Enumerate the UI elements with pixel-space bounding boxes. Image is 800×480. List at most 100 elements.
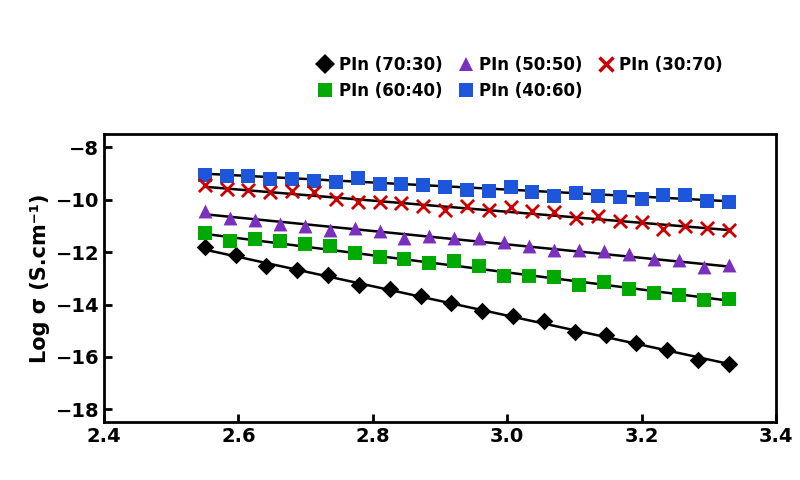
Point — [414, 293, 427, 300]
Point — [274, 220, 286, 228]
Point — [286, 188, 298, 195]
Point — [461, 186, 474, 193]
Point — [307, 189, 320, 196]
Point — [298, 223, 311, 230]
Point — [523, 272, 536, 279]
Y-axis label: Log σ (S.cm⁻¹): Log σ (S.cm⁻¹) — [30, 194, 50, 363]
Point — [264, 175, 277, 182]
Point — [198, 171, 211, 179]
Point — [657, 225, 670, 232]
Point — [473, 234, 486, 241]
Point — [220, 185, 233, 193]
Point — [383, 286, 396, 293]
Point — [348, 250, 361, 257]
Point — [223, 237, 236, 245]
Point — [504, 183, 517, 191]
Point — [373, 198, 386, 205]
Point — [701, 197, 714, 205]
Point — [591, 213, 604, 220]
Point — [661, 346, 674, 353]
Point — [307, 177, 320, 185]
Point — [260, 263, 273, 270]
Point — [573, 281, 586, 289]
Point — [523, 242, 536, 250]
Point — [722, 226, 735, 234]
Point — [230, 251, 242, 259]
Point — [242, 172, 255, 180]
Point — [635, 195, 648, 203]
Point — [526, 188, 539, 195]
Point — [291, 266, 304, 274]
Point — [570, 214, 582, 222]
Point — [701, 224, 714, 232]
Point — [722, 198, 735, 205]
Point — [351, 198, 364, 206]
Point — [506, 312, 519, 320]
Point — [526, 207, 539, 215]
Point — [473, 263, 486, 270]
Point — [692, 356, 705, 363]
Point — [417, 202, 430, 210]
Point — [498, 272, 510, 280]
Point — [548, 208, 561, 216]
Point — [630, 339, 643, 347]
Point — [198, 229, 211, 237]
Point — [398, 234, 411, 241]
Point — [348, 224, 361, 232]
Point — [598, 278, 610, 286]
Point — [548, 246, 561, 254]
Point — [353, 281, 366, 288]
Point — [198, 243, 211, 251]
Point — [679, 191, 692, 199]
Point — [417, 180, 430, 188]
Point — [274, 237, 286, 245]
Point — [264, 188, 277, 195]
Point — [323, 242, 336, 250]
Point — [373, 227, 386, 235]
Point — [598, 247, 610, 255]
Point — [599, 331, 612, 339]
Point — [504, 203, 517, 211]
Point — [448, 234, 461, 241]
Point — [482, 187, 495, 194]
Point — [622, 251, 635, 258]
Point — [445, 300, 458, 307]
Point — [614, 193, 626, 201]
Point — [198, 208, 211, 216]
Point — [330, 179, 342, 186]
Point — [573, 246, 586, 253]
Point — [722, 295, 735, 302]
Point — [698, 263, 710, 271]
Point — [482, 206, 495, 214]
Point — [591, 192, 604, 199]
Point — [476, 307, 489, 314]
Point — [673, 291, 686, 299]
Point — [570, 189, 582, 197]
Point — [498, 238, 510, 246]
Legend: PIn (70:30), PIn (60:40), PIn (50:50), PIn (40:60), PIn (30:70): PIn (70:30), PIn (60:40), PIn (50:50), P… — [314, 50, 728, 105]
Point — [673, 257, 686, 264]
Point — [538, 317, 550, 325]
Point — [351, 174, 364, 182]
Point — [248, 235, 261, 243]
Point — [423, 260, 436, 267]
Point — [657, 191, 670, 198]
Point — [298, 240, 311, 248]
Point — [568, 328, 581, 336]
Point — [286, 175, 298, 182]
Point — [373, 253, 386, 261]
Point — [635, 218, 648, 226]
Point — [722, 360, 735, 368]
Point — [679, 222, 692, 229]
Point — [461, 202, 474, 210]
Point — [648, 255, 661, 263]
Point — [223, 215, 236, 222]
Point — [438, 183, 451, 191]
Point — [242, 186, 255, 194]
Point — [373, 180, 386, 188]
Point — [722, 262, 735, 269]
Point — [698, 296, 710, 303]
Point — [220, 172, 233, 180]
Point — [322, 271, 334, 279]
Point — [448, 257, 461, 265]
